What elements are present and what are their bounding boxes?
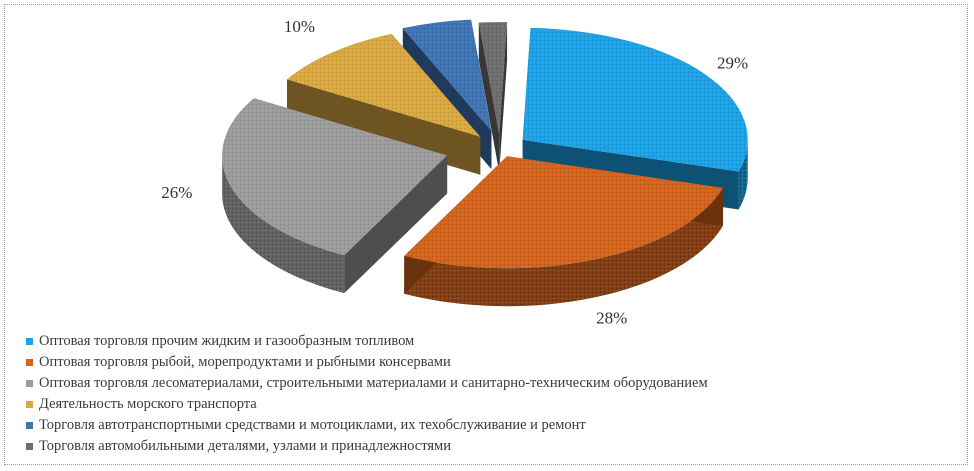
legend-label: Деятельность морского транспорта [39,396,257,412]
legend-label: Оптовая торговля прочим жидким и газообр… [39,333,415,349]
legend-item: Торговля автомобильными деталями, узлами… [26,436,708,457]
pie-label-1: 29% [717,53,748,72]
pie-label-4: 10% [284,17,315,36]
pie-slice-3 [222,98,448,294]
legend-swatch [26,380,33,387]
legend-label: Торговля автомобильными деталями, узлами… [39,438,451,454]
legend-item: Деятельность морского транспорта [26,394,708,415]
pie-slice-6 [478,22,508,173]
legend-item: Торговля автотранспортными средствами и … [26,415,708,436]
pie-slice-4 [286,33,481,175]
legend-label: Оптовая торговля лесоматериалами, строит… [39,375,708,391]
chart-frame [4,4,968,465]
legend-item: Оптовая торговля лесоматериалами, строит… [26,373,708,394]
legend-label: Торговля автотранспортными средствами и … [39,417,586,433]
pie-label-3: 26% [161,183,192,202]
legend: Оптовая торговля прочим жидким и газообр… [26,331,708,457]
legend-swatch [26,401,33,408]
legend-swatch [26,422,33,429]
legend-swatch [26,443,33,450]
legend-label: Оптовая торговля рыбой, морепродуктами и… [39,354,451,370]
pie-slice-1 [522,27,748,210]
legend-swatch [26,338,33,345]
legend-item: Оптовая торговля прочим жидким и газообр… [26,331,708,352]
pie-slice-2 [404,156,723,307]
pie-label-2: 28% [596,309,627,328]
legend-item: Оптовая торговля рыбой, морепродуктами и… [26,352,708,373]
legend-swatch [26,359,33,366]
